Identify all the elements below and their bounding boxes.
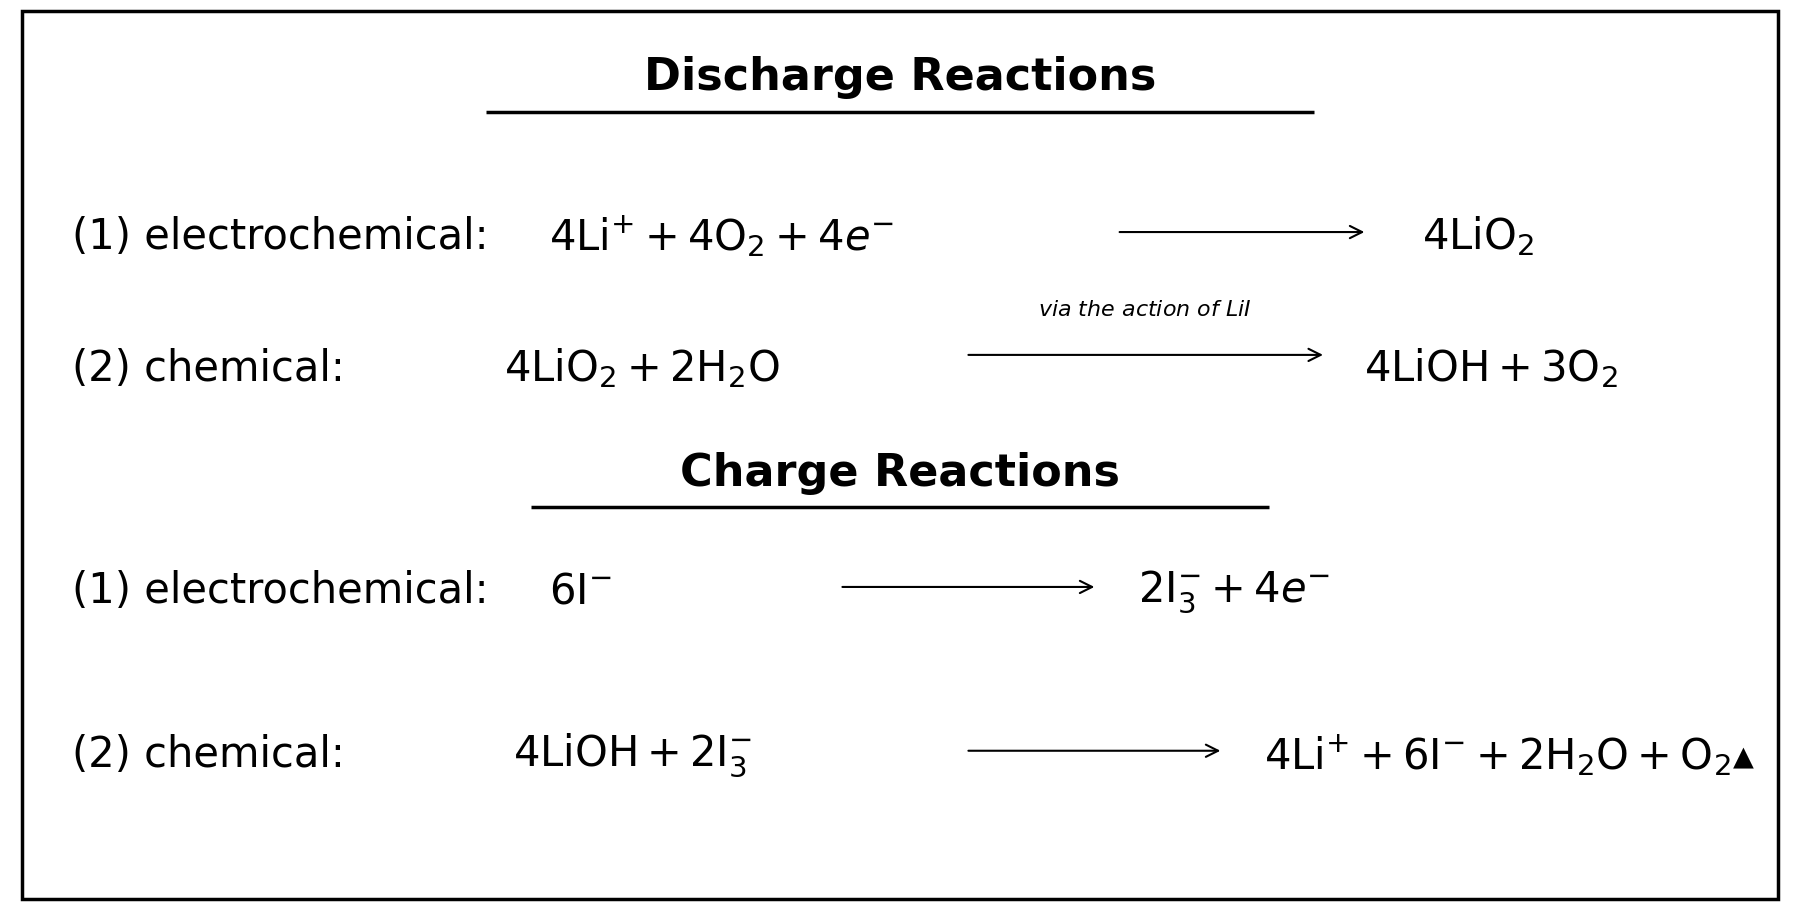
Text: $\mathregular{4LiO_{2}}$: $\mathregular{4LiO_{2}}$ (1422, 215, 1534, 258)
Text: Discharge Reactions: Discharge Reactions (644, 56, 1156, 99)
Text: $\mathregular{4Li^{+} + 4O_{2} + 4}$$\mathit{e}$$\mathregular{^{-}}$: $\mathregular{4Li^{+} + 4O_{2} + 4}$$\ma… (549, 214, 893, 259)
Text: $\mathregular{4Li^{+} + 6I^{-} + 2H_{2}O + O_{2}}$$\blacktriangle$: $\mathregular{4Li^{+} + 6I^{-} + 2H_{2}O… (1264, 733, 1755, 778)
Text: $\mathregular{4LiOH + 3O_{2}}$: $\mathregular{4LiOH + 3O_{2}}$ (1364, 347, 1618, 390)
Text: $\mathregular{2I_{3}^{-} + 4}$$\mathit{e}$$\mathregular{^{-}}$: $\mathregular{2I_{3}^{-} + 4}$$\mathit{e… (1138, 568, 1328, 615)
Text: $\mathit{via\ the\ action\ of\ LiI}$: $\mathit{via\ the\ action\ of\ LiI}$ (1039, 300, 1251, 320)
Text: $\mathregular{6I^{-}}$: $\mathregular{6I^{-}}$ (549, 571, 612, 612)
Text: (2) chemical:: (2) chemical: (72, 348, 346, 389)
Text: $\mathregular{4LiO_{2} + 2H_{2}O}$: $\mathregular{4LiO_{2} + 2H_{2}O}$ (504, 347, 779, 390)
Text: (1) electrochemical:: (1) electrochemical: (72, 216, 488, 258)
Text: (1) electrochemical:: (1) electrochemical: (72, 571, 488, 612)
Text: $\mathregular{4LiOH + 2I_{3}^{-}}$: $\mathregular{4LiOH + 2I_{3}^{-}}$ (513, 732, 752, 779)
Text: (2) chemical:: (2) chemical: (72, 734, 346, 776)
Text: Charge Reactions: Charge Reactions (680, 451, 1120, 495)
